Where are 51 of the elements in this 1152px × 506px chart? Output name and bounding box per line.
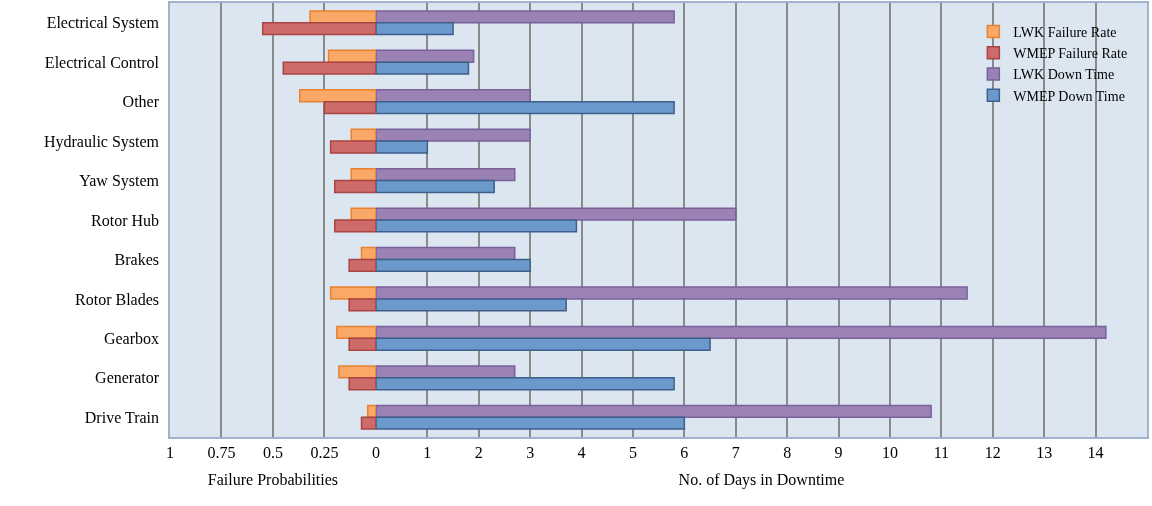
bar xyxy=(348,337,376,351)
bar xyxy=(348,298,376,312)
y-tick-label: Hydraulic System xyxy=(43,132,160,151)
y-tick-label: Other xyxy=(122,93,160,111)
bar xyxy=(323,100,376,115)
x-tick-label: 0.5 xyxy=(262,443,283,461)
y-tick-label: Rotor Hub xyxy=(91,211,160,229)
x-tick-label: 12 xyxy=(984,443,1001,461)
bar xyxy=(334,219,376,233)
y-tick-label: Electrical Control xyxy=(44,53,160,71)
x-tick-label: 9 xyxy=(834,443,843,461)
y-tick-label: Rotor Blades xyxy=(75,290,160,308)
x-axis-title: Failure Probabilities xyxy=(207,471,339,489)
bar xyxy=(360,416,376,430)
y-tick-label: Gearbox xyxy=(103,329,160,347)
y-tick-label: Brakes xyxy=(114,251,160,269)
y-tick-label: Drive Train xyxy=(84,408,160,426)
x-tick-label: 14 xyxy=(1087,443,1104,461)
bar xyxy=(336,325,376,340)
y-tick-label: Yaw System xyxy=(79,172,160,191)
x-tick-label: 3 xyxy=(526,443,535,461)
bar xyxy=(350,207,376,221)
bar xyxy=(348,377,376,391)
x-tick-label: 1 xyxy=(423,443,432,461)
x-tick-label: 0.75 xyxy=(207,443,236,461)
x-tick-label: 6 xyxy=(680,443,689,461)
bar xyxy=(360,246,376,261)
x-tick-label: 8 xyxy=(783,443,792,461)
x-tick-label: 7 xyxy=(731,443,740,461)
x-tick-label: 11 xyxy=(933,443,950,461)
bar xyxy=(350,167,376,182)
y-tick-label: Generator xyxy=(95,369,160,387)
legend-label: LWK Failure Rate xyxy=(1013,25,1117,41)
x-tick-label: 0.25 xyxy=(310,443,339,461)
bar xyxy=(338,365,376,379)
bar xyxy=(309,10,376,24)
x-axis-title: No. of Days in Downtime xyxy=(678,471,845,490)
x-tick-label: 13 xyxy=(1036,443,1053,461)
x-tick-label: 1 xyxy=(166,443,174,461)
legend-label: LWK Down Time xyxy=(1013,67,1115,83)
legend-label: WMEP Down Time xyxy=(1013,88,1125,104)
bar xyxy=(348,258,376,273)
y-tick-label: Electrical System xyxy=(46,14,160,33)
x-tick-label: 5 xyxy=(628,443,637,461)
x-tick-label: 4 xyxy=(577,443,586,461)
x-tick-label: 10 xyxy=(881,443,898,461)
legend-label: WMEP Failure Rate xyxy=(1013,46,1128,62)
x-tick-label: 0 xyxy=(371,443,380,461)
bar xyxy=(366,404,376,419)
bar xyxy=(329,286,376,300)
x-tick-label: 2 xyxy=(474,443,483,461)
